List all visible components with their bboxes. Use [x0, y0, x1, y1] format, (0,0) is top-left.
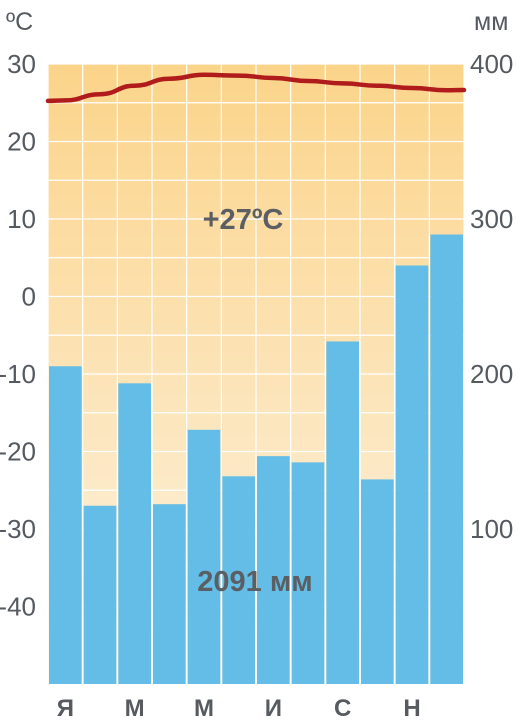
precipitation-bar: [49, 366, 82, 684]
left-tick-label: 0: [22, 282, 36, 312]
left-tick-label: -30: [0, 514, 36, 544]
precipitation-bar: [83, 505, 117, 684]
month-label: Н: [403, 695, 420, 721]
right-tick-label: 300: [470, 204, 513, 234]
right-tick-label: 400: [470, 49, 513, 79]
precipitation-bar: [291, 462, 325, 684]
left-tick-label: 10: [7, 204, 36, 234]
left-axis-ticks: 30 20 10 0 -10 -20 -30 -40: [0, 49, 36, 622]
right-axis-unit: мм: [474, 8, 508, 36]
precipitation-bar: [257, 456, 290, 684]
precipitation-bar: [395, 265, 429, 684]
month-label: М: [194, 695, 214, 721]
grid: [47, 63, 465, 685]
month-label: С: [334, 695, 351, 721]
right-axis-ticks: 400 300 200 100: [470, 49, 513, 544]
left-tick-label: 20: [7, 127, 36, 157]
precipitation-bar: [361, 479, 394, 684]
month-label: Я: [57, 695, 74, 721]
precipitation-bar: [222, 476, 255, 684]
left-tick-label: -40: [0, 592, 36, 622]
precipitation-bar: [430, 234, 463, 684]
annual-precipitation-annotation: 2091 мм: [197, 566, 312, 598]
precipitation-bar: [153, 504, 186, 684]
month-label: М: [125, 695, 145, 721]
precipitation-bar: [187, 429, 221, 684]
left-tick-label: -10: [0, 359, 36, 389]
temperature-line: [45, 72, 467, 104]
precipitation-bar: [326, 341, 359, 684]
precipitation-bars: [49, 234, 463, 684]
temperature-line-group: [45, 72, 467, 104]
right-tick-label: 100: [470, 514, 513, 544]
month-label: И: [265, 695, 282, 721]
right-tick-label: 200: [470, 359, 513, 389]
left-axis-unit: ºC: [6, 8, 33, 36]
mean-temperature-annotation: +27ºC: [203, 204, 284, 236]
precipitation-bar: [118, 383, 151, 684]
left-tick-label: -20: [0, 437, 36, 467]
left-tick-label: 30: [7, 49, 36, 79]
